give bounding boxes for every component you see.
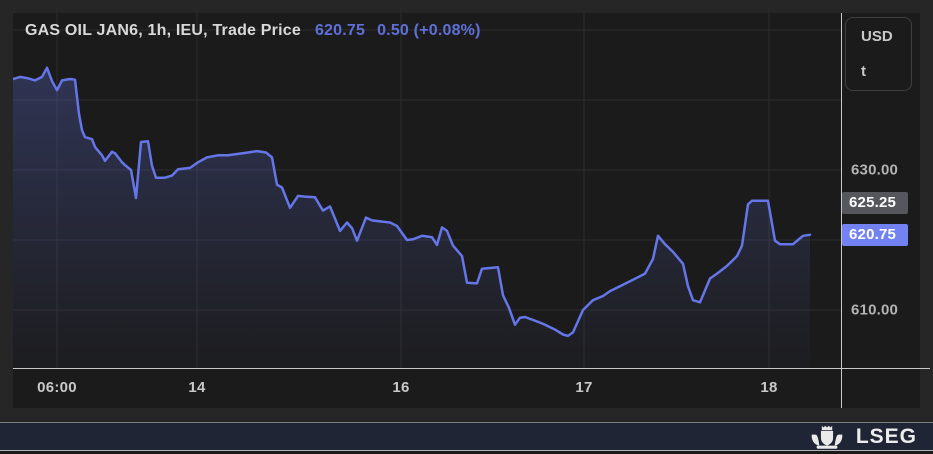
price-chart-svg[interactable] [13,13,841,368]
time-axis-label: 16 [392,379,410,396]
price-axis[interactable]: USD t 630.00 610.00 625.25 620.75 [842,13,920,408]
time-axis-label: 14 [188,379,206,396]
price-badge-last-trade: 620.75 [842,224,908,246]
last-price-value: 620.75 [314,22,366,39]
chart-legend: GAS OIL JAN6, 1h, IEU, Trade Price 620.75… [25,22,481,40]
axis-unit-box: USD t [845,17,912,91]
lseg-wordmark: LSEG [855,424,917,448]
time-axis[interactable]: 06:00 14 16 17 18 [13,369,841,408]
price-axis-label: 630.00 [851,161,899,179]
time-axis-label: 17 [575,379,593,396]
lseg-crest-icon [811,425,843,449]
time-axis-separator [13,368,930,369]
time-axis-label: 06:00 [37,379,77,396]
price-badge-previous-close: 625.25 [842,192,908,214]
time-axis-label: 18 [760,379,778,396]
chart-pane[interactable]: GAS OIL JAN6, 1h, IEU, Trade Price 620.75… [13,13,841,368]
currency-label: USD [861,28,893,45]
brand-footer: LSEG [0,422,933,450]
instrument-title: GAS OIL JAN6, 1h, IEU, Trade Price [25,22,301,39]
price-axis-label: 610.00 [851,301,899,319]
price-change-value: 0.50 (+0.08%) [377,22,481,39]
footer-underline [0,450,933,451]
price-axis-separator [841,13,842,408]
footer-bottom-strip [0,451,933,454]
unit-label: t [861,63,866,80]
